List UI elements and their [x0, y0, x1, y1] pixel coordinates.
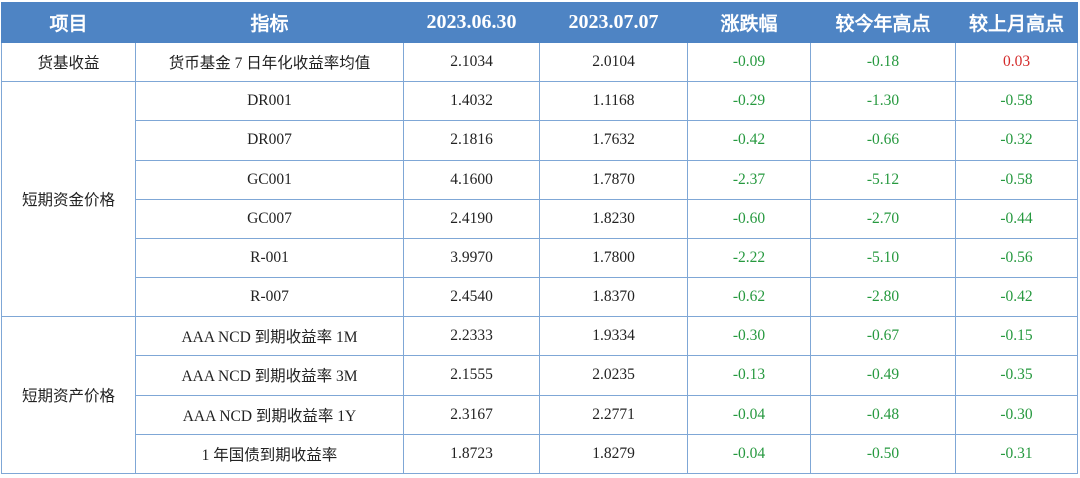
value-0630-cell: 2.1034: [403, 41, 540, 83]
value-0707-cell: 2.0235: [539, 355, 688, 396]
table-row: 短期资产价格 AAA NCD 到期收益率 1M 2.2333 1.9334 -0.30-…: [1, 316, 1078, 474]
value-0630-cell: 3.9970: [403, 237, 540, 279]
value-0707-cell: 1.9334: [539, 316, 688, 357]
header-vs-year-high: 较今年高点: [810, 2, 956, 43]
value-0630-cell: 2.3167: [403, 394, 540, 435]
indicator-cell: 1 年国债到期收益率: [135, 433, 404, 475]
vs-year-high-cell: -0.48: [810, 394, 956, 435]
value-0707-cell: 1.8230: [539, 198, 688, 239]
value-0707-cell: 2.2771: [539, 394, 688, 435]
header-row: 项目 指标 2023.06.30 2023.07.07 涨跌幅 较今年高点 较上…: [1, 2, 1078, 43]
change-cell: -0.13: [687, 355, 811, 396]
table-row: DR007 2.1816 1.7632 -0.42 -0.66 -0.32: [2, 120, 1078, 161]
table-row: R-007 2.4540 1.8370 -0.62 -2.80 -0.42: [2, 277, 1078, 318]
value-0630-cell: 2.2333: [403, 316, 540, 357]
vs-month-high-cell: -0.31: [955, 433, 1078, 475]
change-cell: -0.30: [687, 316, 811, 357]
value-0630-cell: 2.1816: [403, 120, 540, 161]
header-date-0707: 2023.07.07: [539, 2, 688, 43]
value-0630-cell: 2.4540: [403, 277, 540, 318]
change-cell: -0.62: [687, 277, 811, 318]
value-0630-cell: 2.4190: [403, 198, 540, 239]
indicator-cell: DR007: [135, 120, 404, 161]
category-cell: 货基收益: [1, 41, 136, 83]
vs-month-high-cell: -0.15: [955, 316, 1078, 357]
vs-month-high-cell: -0.30: [955, 394, 1078, 435]
table-row: 货基收益 货币基金 7 日年化收益率均值 2.1034 2.0104 -0.09 -0.1…: [1, 41, 1078, 83]
vs-month-high-cell: 0.03: [955, 41, 1078, 83]
indicator-cell: AAA NCD 到期收益率 3M: [135, 355, 404, 396]
value-0707-cell: 1.1168: [539, 81, 688, 122]
vs-month-high-cell: -0.58: [955, 81, 1078, 122]
category-cell: 短期资金价格: [1, 81, 136, 318]
change-cell: -0.04: [687, 433, 811, 475]
value-0707-cell: 1.7870: [539, 159, 688, 200]
table-row: 短期资金价格 DR001 1.4032 1.1168 -0.29 -1.30 -0.58: [1, 81, 1078, 318]
value-0630-cell: 1.4032: [403, 81, 540, 122]
indicator-cell: AAA NCD 到期收益率 1M: [135, 316, 404, 357]
value-0707-cell: 1.8370: [539, 277, 688, 318]
vs-year-high-cell: -0.66: [810, 120, 956, 161]
value-0630-cell: 2.1555: [403, 355, 540, 396]
change-cell: -0.09: [687, 41, 811, 83]
indicator-cell: AAA NCD 到期收益率 1Y: [135, 394, 404, 435]
indicator-cell: 货币基金 7 日年化收益率均值: [135, 41, 404, 83]
vs-year-high-cell: -5.12: [810, 159, 956, 200]
header-category: 项目: [1, 2, 136, 43]
vs-month-high-cell: -0.32: [955, 120, 1078, 161]
value-0707-cell: 1.7632: [539, 120, 688, 161]
table-row: AAA NCD 到期收益率 1Y 2.3167 2.2771 -0.04 -0.48 -0…: [2, 394, 1078, 435]
change-cell: -0.04: [687, 394, 811, 435]
vs-year-high-cell: -1.30: [810, 81, 956, 122]
value-0707-cell: 2.0104: [539, 41, 688, 83]
indicator-cell: GC001: [135, 159, 404, 200]
vs-month-high-cell: -0.58: [955, 159, 1078, 200]
vs-year-high-cell: -0.67: [810, 316, 956, 357]
vs-year-high-cell: -0.49: [810, 355, 956, 396]
table-body: 货基收益 货币基金 7 日年化收益率均值 2.1034 2.0104 -0.09 -0.1…: [1, 41, 1078, 475]
table-row: R-001 3.9970 1.7800 -2.22 -5.10 -0.56: [2, 237, 1078, 279]
value-0707-cell: 1.8279: [539, 433, 688, 475]
indicator-cell: GC007: [135, 198, 404, 239]
vs-year-high-cell: -0.18: [810, 41, 956, 83]
header-date-0630: 2023.06.30: [403, 2, 540, 43]
change-cell: -2.37: [687, 159, 811, 200]
table-row: GC007 2.4190 1.8230 -0.60 -2.70 -0.44: [2, 198, 1078, 239]
category-cell: 短期资产价格: [1, 316, 136, 474]
vs-month-high-cell: -0.56: [955, 237, 1078, 279]
value-0630-cell: 1.8723: [403, 433, 540, 475]
vs-month-high-cell: -0.42: [955, 277, 1078, 318]
vs-year-high-cell: -0.50: [810, 433, 956, 475]
header-vs-month-high: 较上月高点: [955, 2, 1078, 43]
indicator-cell: R-001: [135, 237, 404, 279]
table-row: GC001 4.1600 1.7870 -2.37 -5.12 -0.58: [2, 159, 1078, 200]
change-cell: -0.29: [687, 81, 811, 122]
vs-year-high-cell: -2.70: [810, 198, 956, 239]
value-0707-cell: 1.7800: [539, 237, 688, 279]
change-cell: -2.22: [687, 237, 811, 279]
table-row: 1 年国债到期收益率 1.8723 1.8279 -0.04 -0.50 -0.31: [2, 433, 1078, 475]
header-indicator: 指标: [135, 2, 404, 43]
indicator-cell: R-007: [135, 277, 404, 318]
table-row: AAA NCD 到期收益率 3M 2.1555 2.0235 -0.13 -0.49 -0…: [2, 355, 1078, 396]
vs-month-high-cell: -0.44: [955, 198, 1078, 239]
vs-year-high-cell: -5.10: [810, 237, 956, 279]
change-cell: -0.60: [687, 198, 811, 239]
header-change: 涨跌幅: [687, 2, 811, 43]
change-cell: -0.42: [687, 120, 811, 161]
vs-year-high-cell: -2.80: [810, 277, 956, 318]
value-0630-cell: 4.1600: [403, 159, 540, 200]
vs-month-high-cell: -0.35: [955, 355, 1078, 396]
indicator-cell: DR001: [135, 81, 404, 122]
